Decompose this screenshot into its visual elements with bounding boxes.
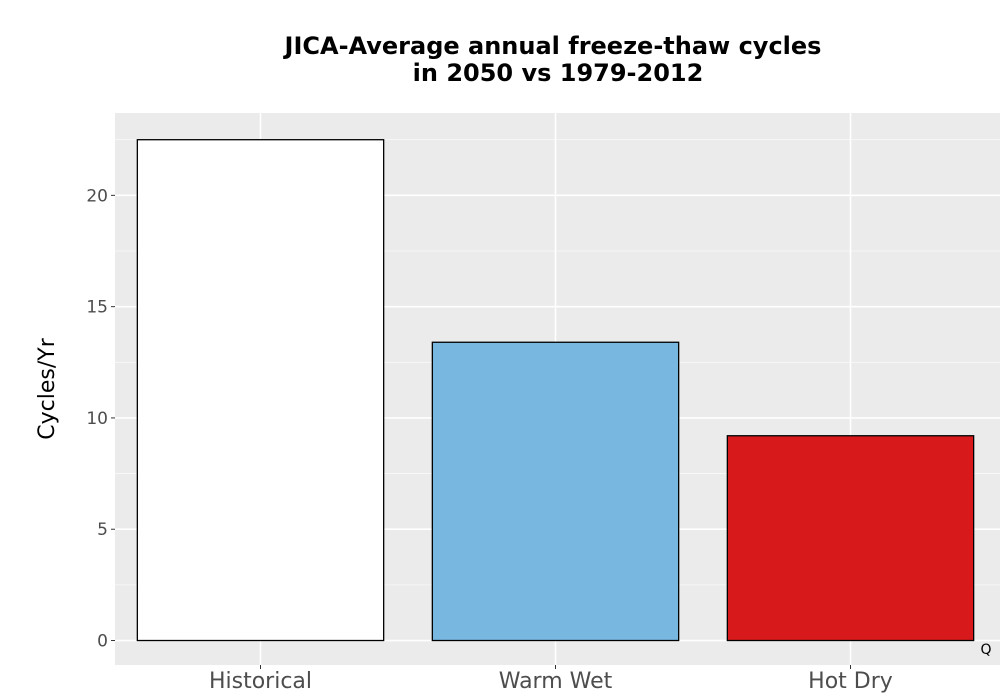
y-axis-label: Cycles/Yr — [35, 337, 60, 439]
y-tick-label: 0 — [97, 632, 108, 652]
bars-group — [136, 139, 975, 642]
y-axis: 0 5 10 15 20 — [86, 186, 115, 652]
bar-historical — [136, 139, 385, 642]
y-tick-label: 5 — [97, 520, 108, 540]
y-tick-label: 15 — [86, 298, 108, 318]
bar-warm-wet — [431, 341, 680, 642]
y-tick-label: 10 — [86, 409, 108, 429]
corner-label: Q — [980, 642, 991, 658]
chart-title-line-1: JICA-Average annual freeze-thaw cycles — [283, 32, 822, 60]
y-tick-label: 20 — [86, 186, 108, 206]
x-axis: Historical Warm Wet Hot Dry — [209, 665, 893, 694]
bar-hot-dry — [726, 435, 975, 642]
x-tick-label: Hot Dry — [808, 669, 893, 694]
x-tick-label: Historical — [209, 669, 312, 694]
x-tick-label: Warm Wet — [499, 669, 613, 694]
chart-title-line-2: in 2050 vs 1979-2012 — [413, 59, 704, 87]
